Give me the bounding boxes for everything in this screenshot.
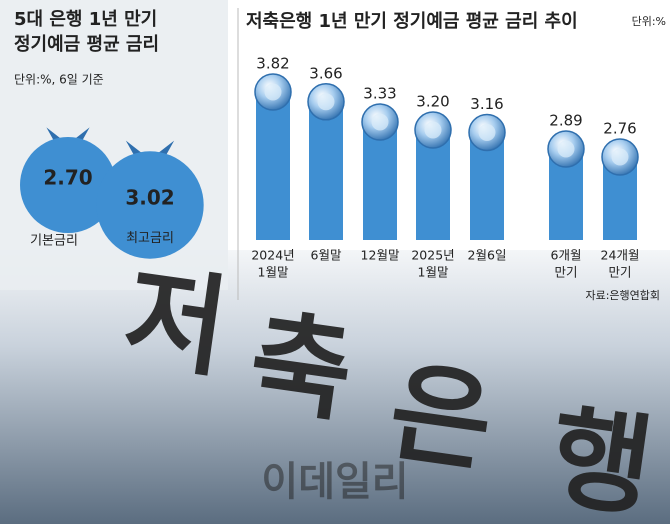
bar — [256, 92, 290, 240]
x-tick-label: 2025년 — [411, 248, 454, 263]
value-label: 3.33 — [363, 85, 396, 103]
bag-body — [20, 137, 116, 233]
x-tick-label: 1월말 — [418, 265, 449, 280]
x-tick-label: 만기 — [554, 265, 577, 280]
bar-cap-inner — [317, 93, 335, 111]
sign-letter: 저 — [117, 252, 235, 393]
bar-cap-inner — [424, 121, 442, 139]
x-tick-label: 6개월 — [551, 248, 582, 263]
x-tick-label: 6월말 — [311, 248, 342, 263]
value-label: 2.76 — [603, 120, 636, 138]
left-subtitle: 단위:%, 6일 기준 — [14, 73, 104, 87]
bag-body — [96, 151, 204, 259]
bag-label: 최고금리 — [126, 231, 174, 246]
watermark: 이데일리 — [261, 459, 408, 505]
bar-cap-inner — [371, 113, 389, 131]
bag-value: 3.02 — [125, 186, 174, 210]
left-title: 정기예금 평균 금리 — [14, 34, 159, 55]
sign-letter: 은 — [382, 347, 500, 488]
value-label: 3.82 — [256, 55, 289, 73]
value-label: 3.66 — [309, 64, 342, 82]
sign-letter: 축 — [242, 297, 360, 438]
value-label: 3.16 — [470, 95, 503, 113]
source: 자료:은행연합회 — [585, 289, 660, 302]
bar-cap-inner — [557, 140, 575, 158]
money-bag: 2.70 기본금리 — [20, 127, 116, 249]
unit-label: 단위:% — [632, 15, 666, 28]
bar-cap-inner — [611, 148, 629, 166]
right-title: 저축은행 1년 만기 정기예금 평균 금리 추이 — [246, 11, 578, 32]
bar-cap-inner — [478, 123, 496, 141]
value-label: 3.20 — [416, 93, 449, 111]
x-tick-label: 12월말 — [361, 248, 400, 263]
sign-letter: 행 — [542, 392, 660, 524]
value-label: 2.89 — [549, 112, 582, 130]
photo-background — [0, 250, 670, 524]
x-tick-label: 24개월 — [601, 248, 640, 263]
bag-label: 기본금리 — [30, 234, 78, 249]
bar — [363, 122, 397, 240]
bar — [309, 101, 343, 241]
x-tick-label: 2월6일 — [468, 248, 507, 263]
x-tick-label: 만기 — [608, 265, 631, 280]
x-tick-label: 2024년 — [251, 248, 294, 263]
left-title: 5대 은행 1년 만기 — [14, 9, 157, 30]
bag-value: 2.70 — [43, 166, 92, 190]
bar-cap-inner — [264, 83, 282, 101]
x-tick-label: 1월말 — [258, 265, 289, 280]
money-bag: 3.02 최고금리 — [96, 140, 204, 259]
